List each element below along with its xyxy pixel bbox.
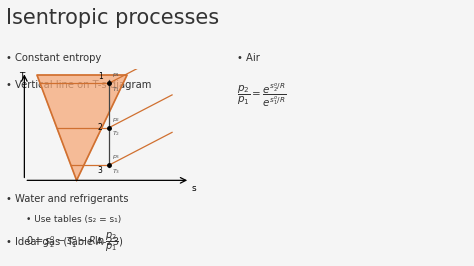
- Text: $T_2$: $T_2$: [112, 130, 120, 138]
- Text: Isentropic processes: Isentropic processes: [6, 8, 219, 28]
- Text: $T_3$: $T_3$: [112, 167, 120, 176]
- Text: $0 = s_2^o - s_1^o - R\ln\dfrac{p_2}{p_1}$: $0 = s_2^o - s_1^o - R\ln\dfrac{p_2}{p_1…: [26, 231, 118, 254]
- Text: 2: 2: [98, 123, 103, 132]
- Text: • Ideal gas (Table A-23): • Ideal gas (Table A-23): [6, 237, 123, 247]
- Text: • Use tables (s₂ = s₁): • Use tables (s₂ = s₁): [26, 215, 121, 225]
- Polygon shape: [37, 75, 127, 180]
- Text: $p_1$: $p_1$: [112, 71, 120, 79]
- Text: • Water and refrigerants: • Water and refrigerants: [6, 194, 128, 204]
- Text: • Vertical line on T-s diagram: • Vertical line on T-s diagram: [6, 80, 151, 90]
- Text: $p_3$: $p_3$: [112, 153, 120, 161]
- Text: s: s: [192, 184, 197, 193]
- Text: T: T: [19, 72, 24, 81]
- Text: 3: 3: [98, 166, 103, 175]
- Text: • Constant entropy: • Constant entropy: [6, 53, 101, 63]
- Text: • Air: • Air: [237, 53, 260, 63]
- Text: $T_1$: $T_1$: [112, 85, 120, 94]
- Text: 1: 1: [98, 72, 103, 81]
- Text: $\dfrac{p_2}{p_1} = \dfrac{e^{s_2^o/R}}{e^{s_1^o/R}}$: $\dfrac{p_2}{p_1} = \dfrac{e^{s_2^o/R}}{…: [237, 81, 287, 109]
- Text: $p_2$: $p_2$: [112, 116, 120, 124]
